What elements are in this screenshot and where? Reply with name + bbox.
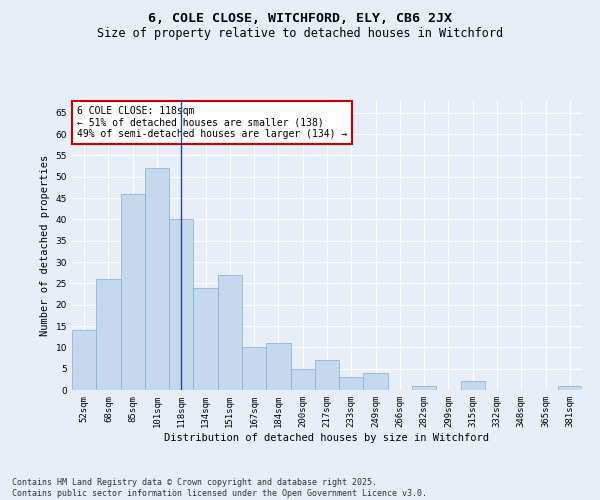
Bar [242,348,266,390]
Bar [315,360,339,390]
Text: 6, COLE CLOSE, WITCHFORD, ELY, CB6 2JX: 6, COLE CLOSE, WITCHFORD, ELY, CB6 2JX [148,12,452,26]
Bar [96,279,121,390]
Bar [145,168,169,390]
Text: 6 COLE CLOSE: 118sqm
← 51% of detached houses are smaller (138)
49% of semi-deta: 6 COLE CLOSE: 118sqm ← 51% of detached h… [77,106,347,139]
Bar [193,288,218,390]
Bar [290,368,315,390]
Text: Contains HM Land Registry data © Crown copyright and database right 2025.
Contai: Contains HM Land Registry data © Crown c… [12,478,427,498]
Bar [339,377,364,390]
Bar [461,382,485,390]
Bar [218,275,242,390]
Y-axis label: Number of detached properties: Number of detached properties [40,154,50,336]
Bar [266,343,290,390]
Bar [121,194,145,390]
X-axis label: Distribution of detached houses by size in Witchford: Distribution of detached houses by size … [164,432,490,442]
Bar [169,220,193,390]
Text: Size of property relative to detached houses in Witchford: Size of property relative to detached ho… [97,28,503,40]
Bar [558,386,582,390]
Bar [364,373,388,390]
Bar [72,330,96,390]
Bar [412,386,436,390]
